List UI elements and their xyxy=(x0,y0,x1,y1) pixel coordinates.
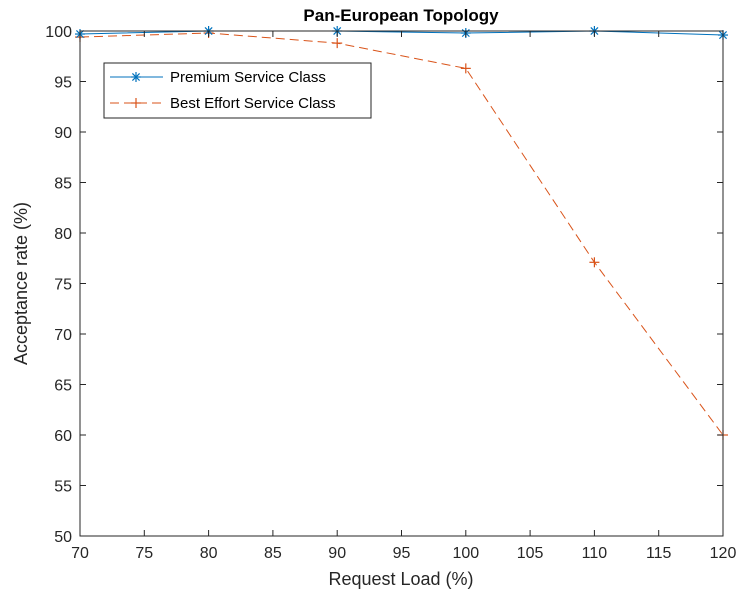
legend-box xyxy=(103,62,372,119)
x-axis: 70 75 80 85 90 95 100 105 110 115 120 xyxy=(71,31,736,562)
legend-label: Premium Service Class xyxy=(170,69,326,86)
legend-item: Best Effort Service Class xyxy=(110,95,336,112)
x-tick-label: 115 xyxy=(646,545,672,562)
x-tick-label: 85 xyxy=(264,545,282,562)
y-tick-label: 70 xyxy=(54,327,72,344)
y-tick-label: 50 xyxy=(54,529,72,546)
legend-label: Best Effort Service Class xyxy=(170,95,336,112)
y-tick-label: 55 xyxy=(54,479,72,496)
y-axis: 50 55 60 65 70 75 80 85 90 95 100 xyxy=(45,24,723,546)
legend: Premium Service Class Best Effort Service… xyxy=(103,62,372,119)
y-tick-label: 80 xyxy=(54,226,72,243)
x-tick-label: 90 xyxy=(328,545,346,562)
data-point xyxy=(332,38,343,49)
x-tick-label: 110 xyxy=(582,545,608,562)
x-tick-label: 75 xyxy=(135,545,153,562)
x-tick-label: 70 xyxy=(71,545,89,562)
x-axis-label: Request Load (%) xyxy=(328,569,473,589)
legend-item: Premium Service Class xyxy=(110,69,326,86)
x-tick-label: 100 xyxy=(452,545,479,562)
y-tick-label: 65 xyxy=(54,378,72,395)
data-point xyxy=(460,63,471,74)
y-tick-label: 75 xyxy=(54,277,72,294)
y-axis-label: Acceptance rate (%) xyxy=(11,202,31,365)
y-tick-label: 85 xyxy=(54,176,72,193)
x-tick-label: 105 xyxy=(517,545,544,562)
data-point xyxy=(589,257,600,268)
legend-marker xyxy=(131,98,141,108)
y-tick-label: 90 xyxy=(54,125,72,142)
y-tick-label: 95 xyxy=(54,75,72,92)
x-tick-label: 95 xyxy=(393,545,411,562)
chart-title: Pan-European Topology xyxy=(303,6,499,25)
legend-items: Premium Service Class Best Effort Service… xyxy=(110,69,336,112)
y-tick-label: 100 xyxy=(45,24,72,41)
series-line xyxy=(79,32,724,436)
y-tick-label: 60 xyxy=(54,428,72,445)
x-tick-label: 80 xyxy=(200,545,218,562)
x-tick-label: 120 xyxy=(710,545,737,562)
legend-marker xyxy=(131,72,141,82)
